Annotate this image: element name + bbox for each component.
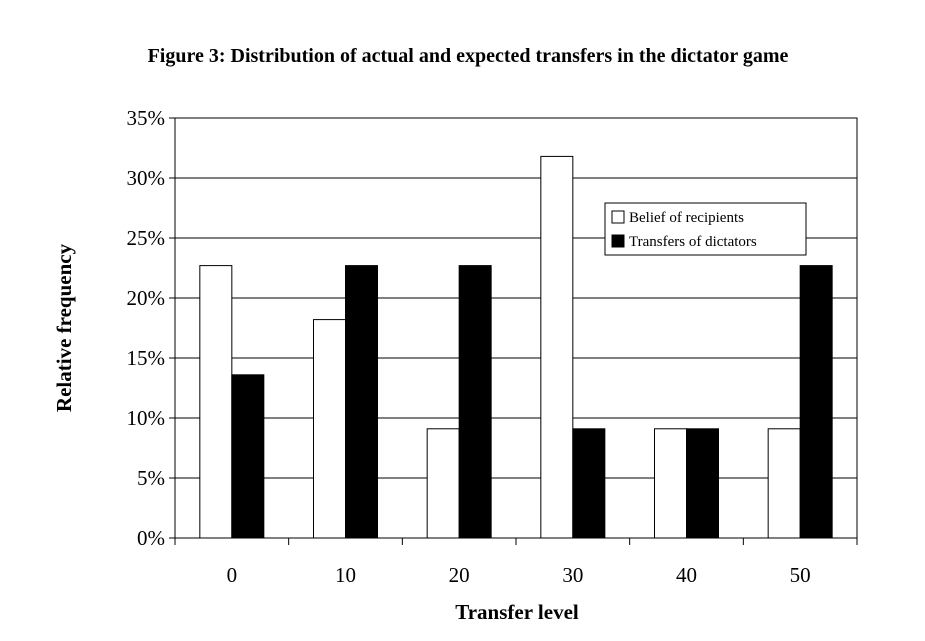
x-tick-label: 0 (227, 563, 238, 587)
bar-belief-20 (426, 428, 460, 539)
x-tick-label: 10 (335, 563, 356, 587)
bar-transfers-20 (458, 265, 492, 539)
bar-belief-50 (767, 428, 801, 539)
y-tick-label: 25% (127, 226, 166, 250)
x-tick-label: 50 (790, 563, 811, 587)
legend-box (604, 202, 807, 256)
bar-belief-0 (199, 265, 233, 539)
plot-frame (174, 117, 858, 539)
x-tick-label: 30 (562, 563, 583, 587)
bar-belief-40 (654, 428, 687, 539)
legend-swatch (611, 234, 625, 248)
x-axis-title: Transfer level (455, 600, 579, 624)
x-tick-label: 20 (449, 563, 470, 587)
y-tick-label: 5% (137, 466, 165, 490)
legend-label: Transfers of dictators (629, 234, 757, 250)
y-tick-label: 35% (127, 106, 166, 130)
bars (199, 155, 833, 539)
plot-area-border (174, 117, 858, 539)
bar-transfers-30 (572, 428, 606, 539)
y-axis-ticks: 0% 5% 10% 15% 20% 25% 30% 35% (127, 106, 175, 550)
y-tick-label: 30% (127, 166, 166, 190)
gridlines (175, 117, 857, 479)
y-tick-label: 15% (127, 346, 166, 370)
bar-transfers-10 (345, 265, 378, 539)
legend-swatch (611, 210, 625, 224)
y-axis-title: Relative frequency (52, 243, 76, 412)
y-tick-label: 0% (137, 526, 165, 550)
bar-belief-30 (540, 155, 574, 539)
bar-transfers-50 (799, 265, 833, 539)
y-tick-label: 20% (127, 286, 166, 310)
bar-transfers-0 (231, 374, 265, 539)
legend-label: Belief of recipients (629, 210, 744, 226)
x-axis-ticks: 0 10 20 30 40 50 (174, 538, 858, 587)
x-tick-label: 40 (676, 563, 697, 587)
bar-belief-10 (313, 319, 346, 539)
bar-transfers-40 (686, 428, 719, 539)
y-tick-label: 10% (127, 406, 166, 430)
legend: Belief of recipients Transfers of dictato… (604, 202, 807, 256)
chart-title: Figure 3: Distribution of actual and exp… (148, 45, 789, 67)
